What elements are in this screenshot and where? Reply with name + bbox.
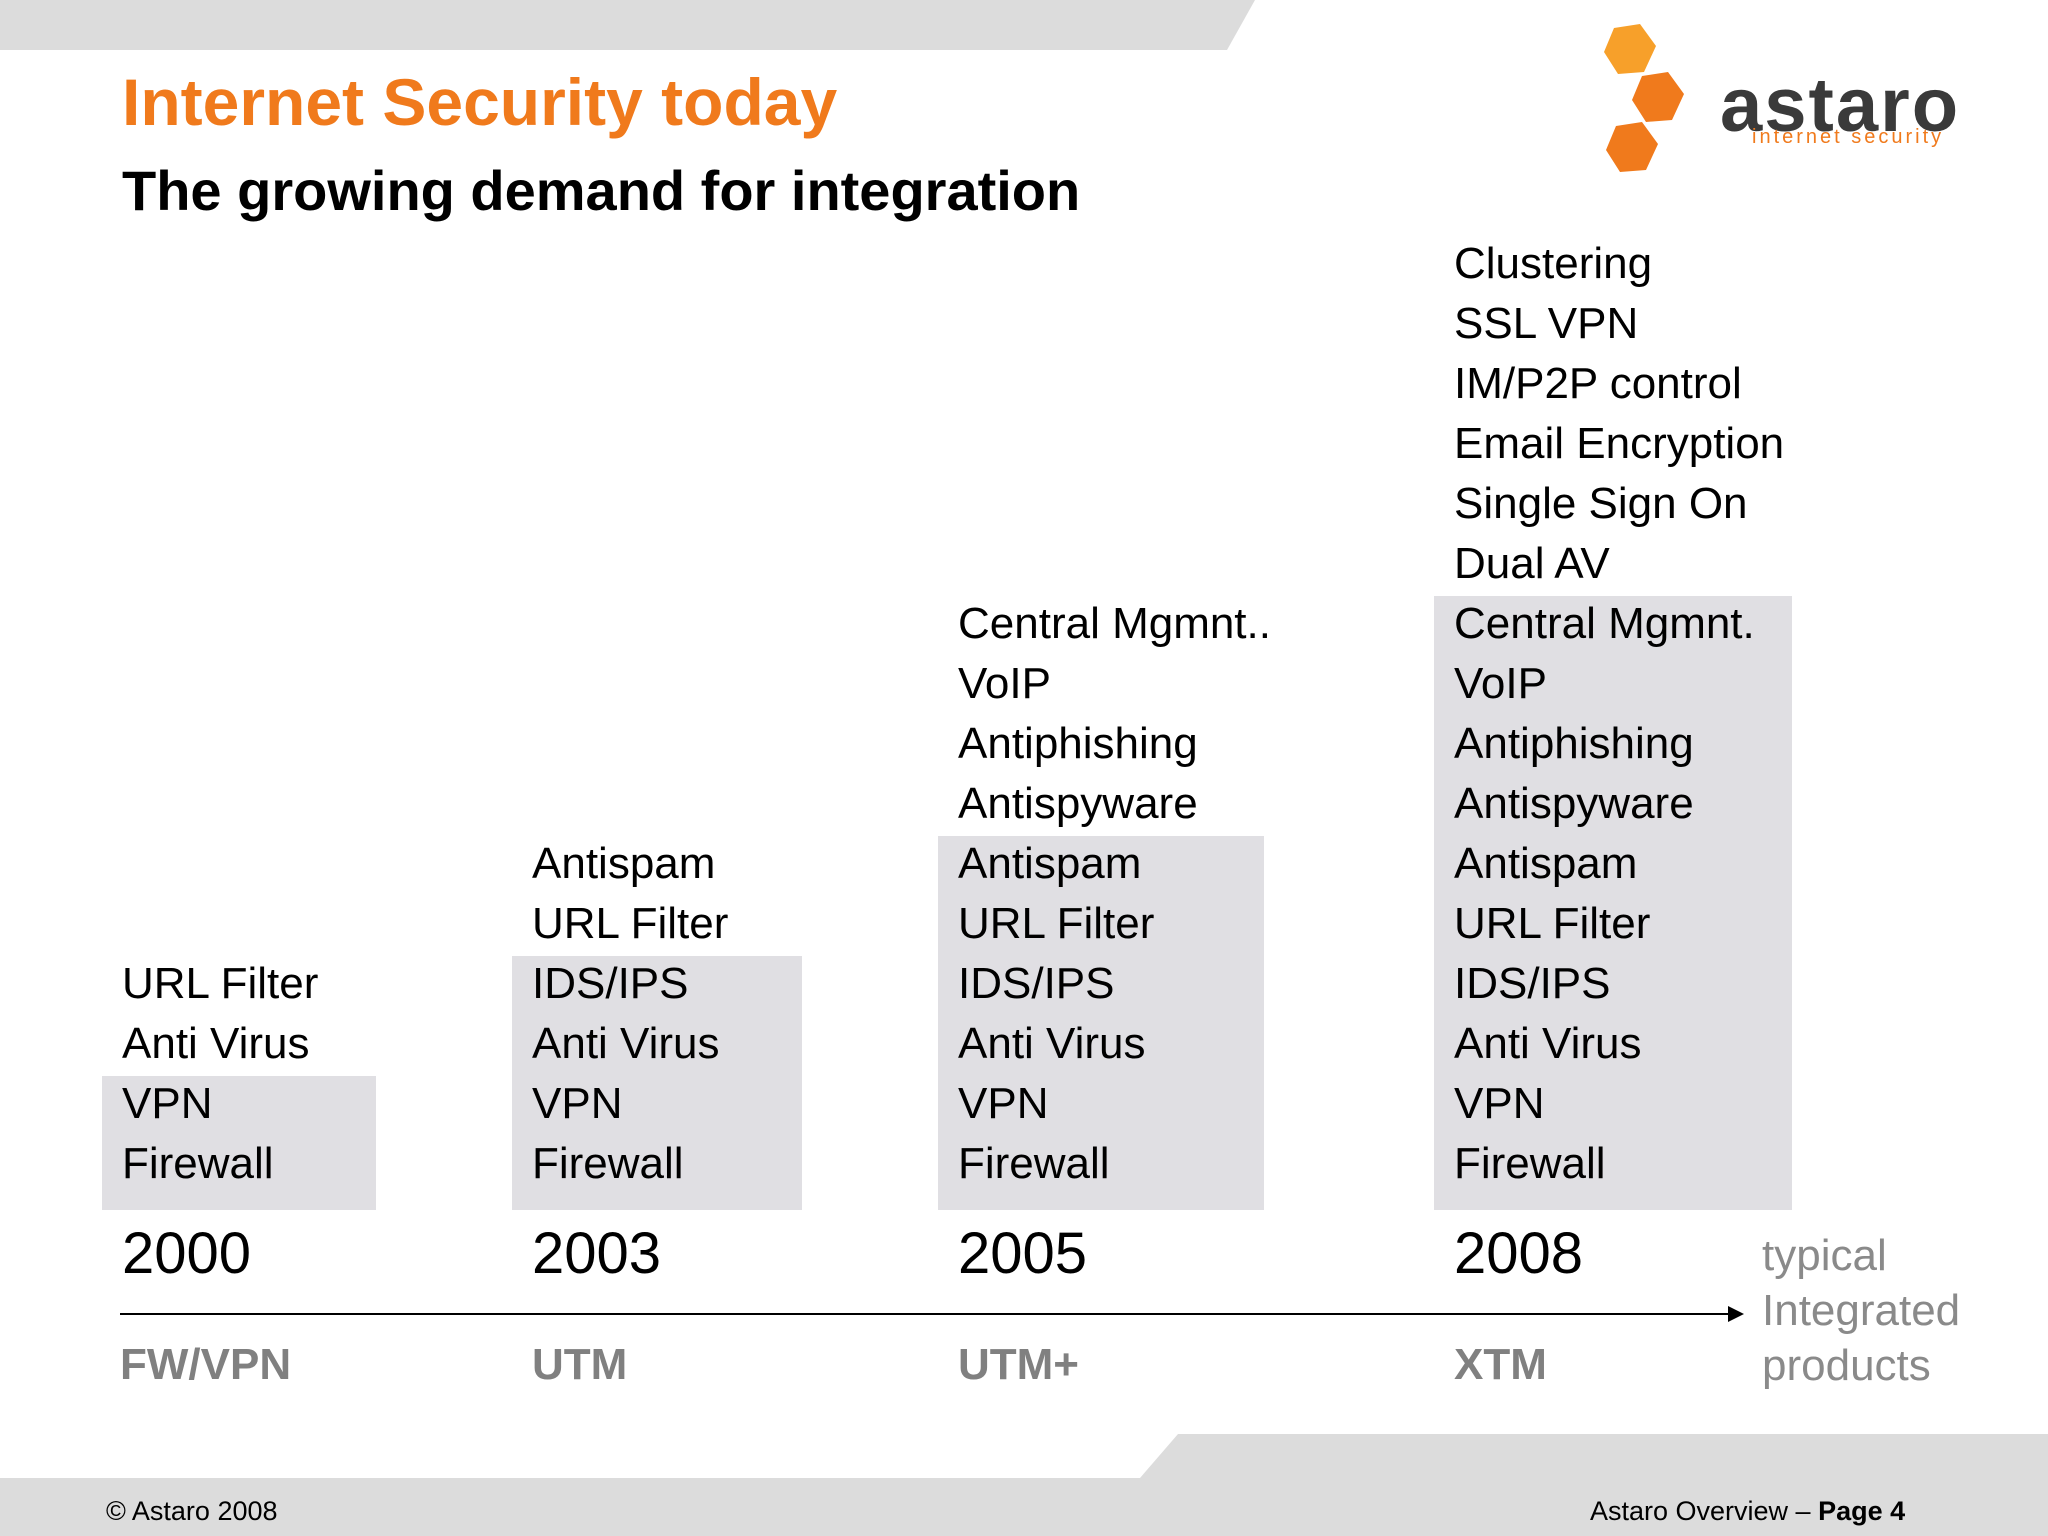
feature-item: URL Filter [122, 959, 319, 1008]
astaro-logo-icon [1604, 24, 1684, 172]
feature-item: Central Mgmnt.. [958, 599, 1271, 648]
year-label: 2003 [532, 1221, 662, 1286]
feature-item: Firewall [122, 1139, 274, 1188]
logo-tagline: internet security [1752, 126, 1945, 148]
feature-item: Central Mgmnt. [1454, 599, 1755, 648]
axis-label-line: products [1762, 1341, 1931, 1390]
feature-item: VPN [958, 1079, 1049, 1128]
logo-wordmark: astaro [1720, 63, 1961, 148]
slide-subtitle: The growing demand for integration [122, 159, 1081, 222]
footer-section: Astaro Overview – [1590, 1496, 1811, 1526]
feature-item: URL Filter [958, 899, 1155, 948]
bottom-decorative-band [0, 1434, 2048, 1536]
feature-item: Anti Virus [1454, 1019, 1642, 1068]
footer-page-info: Astaro Overview – Page 4 [1590, 1496, 1905, 1527]
feature-item: IDS/IPS [1454, 959, 1611, 1008]
feature-item: Single Sign On [1454, 479, 1748, 528]
feature-item: Antispam [532, 839, 716, 888]
feature-item: VoIP [958, 659, 1051, 708]
feature-item: Antispam [1454, 839, 1638, 888]
feature-item: Anti Virus [532, 1019, 720, 1068]
feature-item: VPN [1454, 1079, 1545, 1128]
timeline-arrow-icon [120, 1306, 1744, 1322]
category-label: UTM+ [958, 1340, 1079, 1389]
feature-item: URL Filter [1454, 899, 1651, 948]
feature-item: SSL VPN [1454, 299, 1639, 348]
year-label: 2008 [1454, 1221, 1584, 1286]
feature-item: IDS/IPS [532, 959, 689, 1008]
category-label: XTM [1454, 1340, 1547, 1389]
axis-label: typical Integrated products [1762, 1228, 2022, 1393]
feature-item: Clustering [1454, 239, 1653, 288]
axis-label-line: typical [1762, 1231, 1887, 1280]
feature-item: Anti Virus [122, 1019, 310, 1068]
carryover-shade-2005 [938, 836, 1264, 1210]
feature-item: Antispam [958, 839, 1142, 888]
feature-item: Firewall [958, 1139, 1110, 1188]
feature-item: Anti Virus [958, 1019, 1146, 1068]
feature-item: VPN [532, 1079, 623, 1128]
feature-item: Antiphishing [1454, 719, 1694, 768]
feature-item: Firewall [1454, 1139, 1606, 1188]
feature-item: VPN [122, 1079, 213, 1128]
carryover-shade-2008 [1434, 596, 1792, 1210]
feature-item: Email Encryption [1454, 419, 1785, 468]
feature-item: Dual AV [1454, 539, 1610, 588]
feature-item: Firewall [532, 1139, 684, 1188]
year-label: 2000 [122, 1221, 252, 1286]
carryover-shade-2000 [102, 1076, 376, 1210]
footer-copyright: © Astaro 2008 [106, 1496, 278, 1526]
category-label: UTM [532, 1340, 628, 1389]
feature-item: IM/P2P control [1454, 359, 1742, 408]
top-decorative-band [0, 0, 1255, 50]
feature-item: Antiphishing [958, 719, 1198, 768]
carryover-shade-2003 [512, 956, 802, 1210]
category-label: FW/VPN [120, 1340, 292, 1389]
axis-label-line: Integrated [1762, 1286, 1961, 1335]
feature-item: VoIP [1454, 659, 1547, 708]
feature-item: Antispyware [1454, 779, 1694, 828]
footer-page-number: Page 4 [1818, 1496, 1906, 1526]
feature-item: IDS/IPS [958, 959, 1115, 1008]
feature-item: Antispyware [958, 779, 1198, 828]
slide-title: Internet Security today [122, 65, 838, 139]
feature-item: URL Filter [532, 899, 729, 948]
year-label: 2005 [958, 1221, 1088, 1286]
